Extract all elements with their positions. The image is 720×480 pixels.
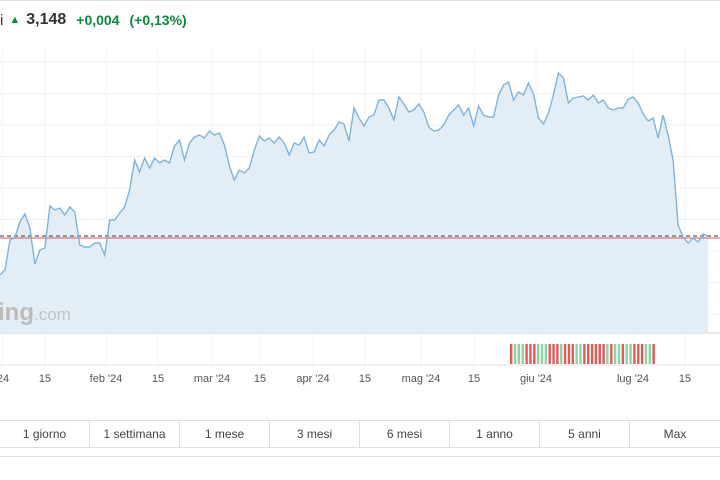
volume-bar (525, 344, 528, 364)
volume-bar (510, 344, 513, 364)
volume-bar (556, 344, 559, 364)
x-tick-label: 15 (152, 373, 164, 385)
range-button[interactable]: 5 anni (540, 421, 630, 447)
price-line (0, 71, 709, 276)
range-button[interactable]: 6 mesi (360, 421, 450, 447)
volume-bar (648, 344, 651, 364)
x-tick-label: mar '24 (194, 373, 230, 385)
volume-bar (606, 344, 609, 364)
volume-bar (629, 344, 632, 364)
x-tick-label: feb '24 (90, 373, 123, 385)
volume-bar (633, 344, 636, 364)
volume-bar (548, 344, 551, 364)
up-arrow-icon: ▲ (9, 14, 21, 26)
range-selector: 1 giorno 1 settimana 1 mese 3 mesi 6 mesi 1 a… (0, 420, 720, 448)
volume-bar (594, 344, 598, 364)
volume-bar (644, 344, 648, 364)
x-tick-label: 15 (679, 373, 691, 385)
range-button[interactable]: 1 giorno (0, 421, 90, 447)
volume-bar (652, 344, 655, 364)
x-tick-label: 15 (359, 373, 371, 385)
price-chart[interactable]: ting.com '24 15 feb '24 15 mar '24 15 apr '24 1… (0, 0, 720, 400)
volume-bar (536, 344, 540, 364)
range-button[interactable]: 1 mese (180, 421, 270, 447)
last-price: 3,148 (26, 11, 67, 28)
volume-bar (602, 344, 605, 364)
volume-bar (567, 344, 571, 364)
volume-bar (613, 344, 617, 364)
volume-bar (617, 344, 621, 364)
volume-bar (610, 344, 613, 364)
x-tick-label: apr '24 (296, 373, 329, 385)
x-tick-label: 15 (468, 373, 480, 385)
instrument-name: i (0, 11, 4, 29)
volume-bar (575, 344, 578, 364)
volume-bar (529, 344, 532, 364)
volume-bar (513, 344, 517, 364)
volume-bar (540, 344, 544, 364)
x-tick-label: giu '24 (520, 373, 552, 385)
range-button[interactable]: 1 anno (450, 421, 540, 447)
volume-bar (583, 344, 586, 364)
volume-bar (521, 344, 524, 364)
volume-bar (552, 344, 555, 364)
quote-header: i ▲ 3,148 +0,004 (+0,13%) (0, 10, 187, 30)
bottom-border (0, 456, 720, 457)
price-change: +0,004 (76, 12, 120, 28)
volume-bar (544, 344, 548, 364)
volume-bar (637, 344, 640, 364)
volume-bar (533, 344, 536, 364)
volume-bar (563, 344, 567, 364)
volume-bar (571, 344, 574, 364)
volume-bars (510, 344, 655, 364)
volume-bar (640, 344, 644, 364)
volume-bar (579, 344, 582, 364)
volume-bar (598, 344, 601, 364)
volume-bar (625, 344, 628, 364)
range-button[interactable]: 1 settimana (90, 421, 180, 447)
volume-bar (587, 344, 590, 364)
range-button[interactable]: Max (663, 427, 687, 441)
x-tick-label: 15 (39, 373, 51, 385)
x-tick-label: 15 (254, 373, 266, 385)
volume-bar (517, 344, 521, 364)
x-tick-label: '24 (0, 373, 9, 385)
watermark: ting.com (0, 299, 71, 326)
x-tick-label: mag '24 (402, 373, 441, 385)
range-button[interactable]: 3 mesi (270, 421, 360, 447)
volume-bar (590, 344, 594, 364)
volume-bar (560, 344, 563, 364)
price-area-fill (0, 73, 708, 333)
x-tick-label: lug '24 (617, 373, 649, 385)
price-change-percent: (+0,13%) (129, 12, 187, 28)
volume-bar (621, 344, 625, 364)
top-border (0, 0, 720, 1)
